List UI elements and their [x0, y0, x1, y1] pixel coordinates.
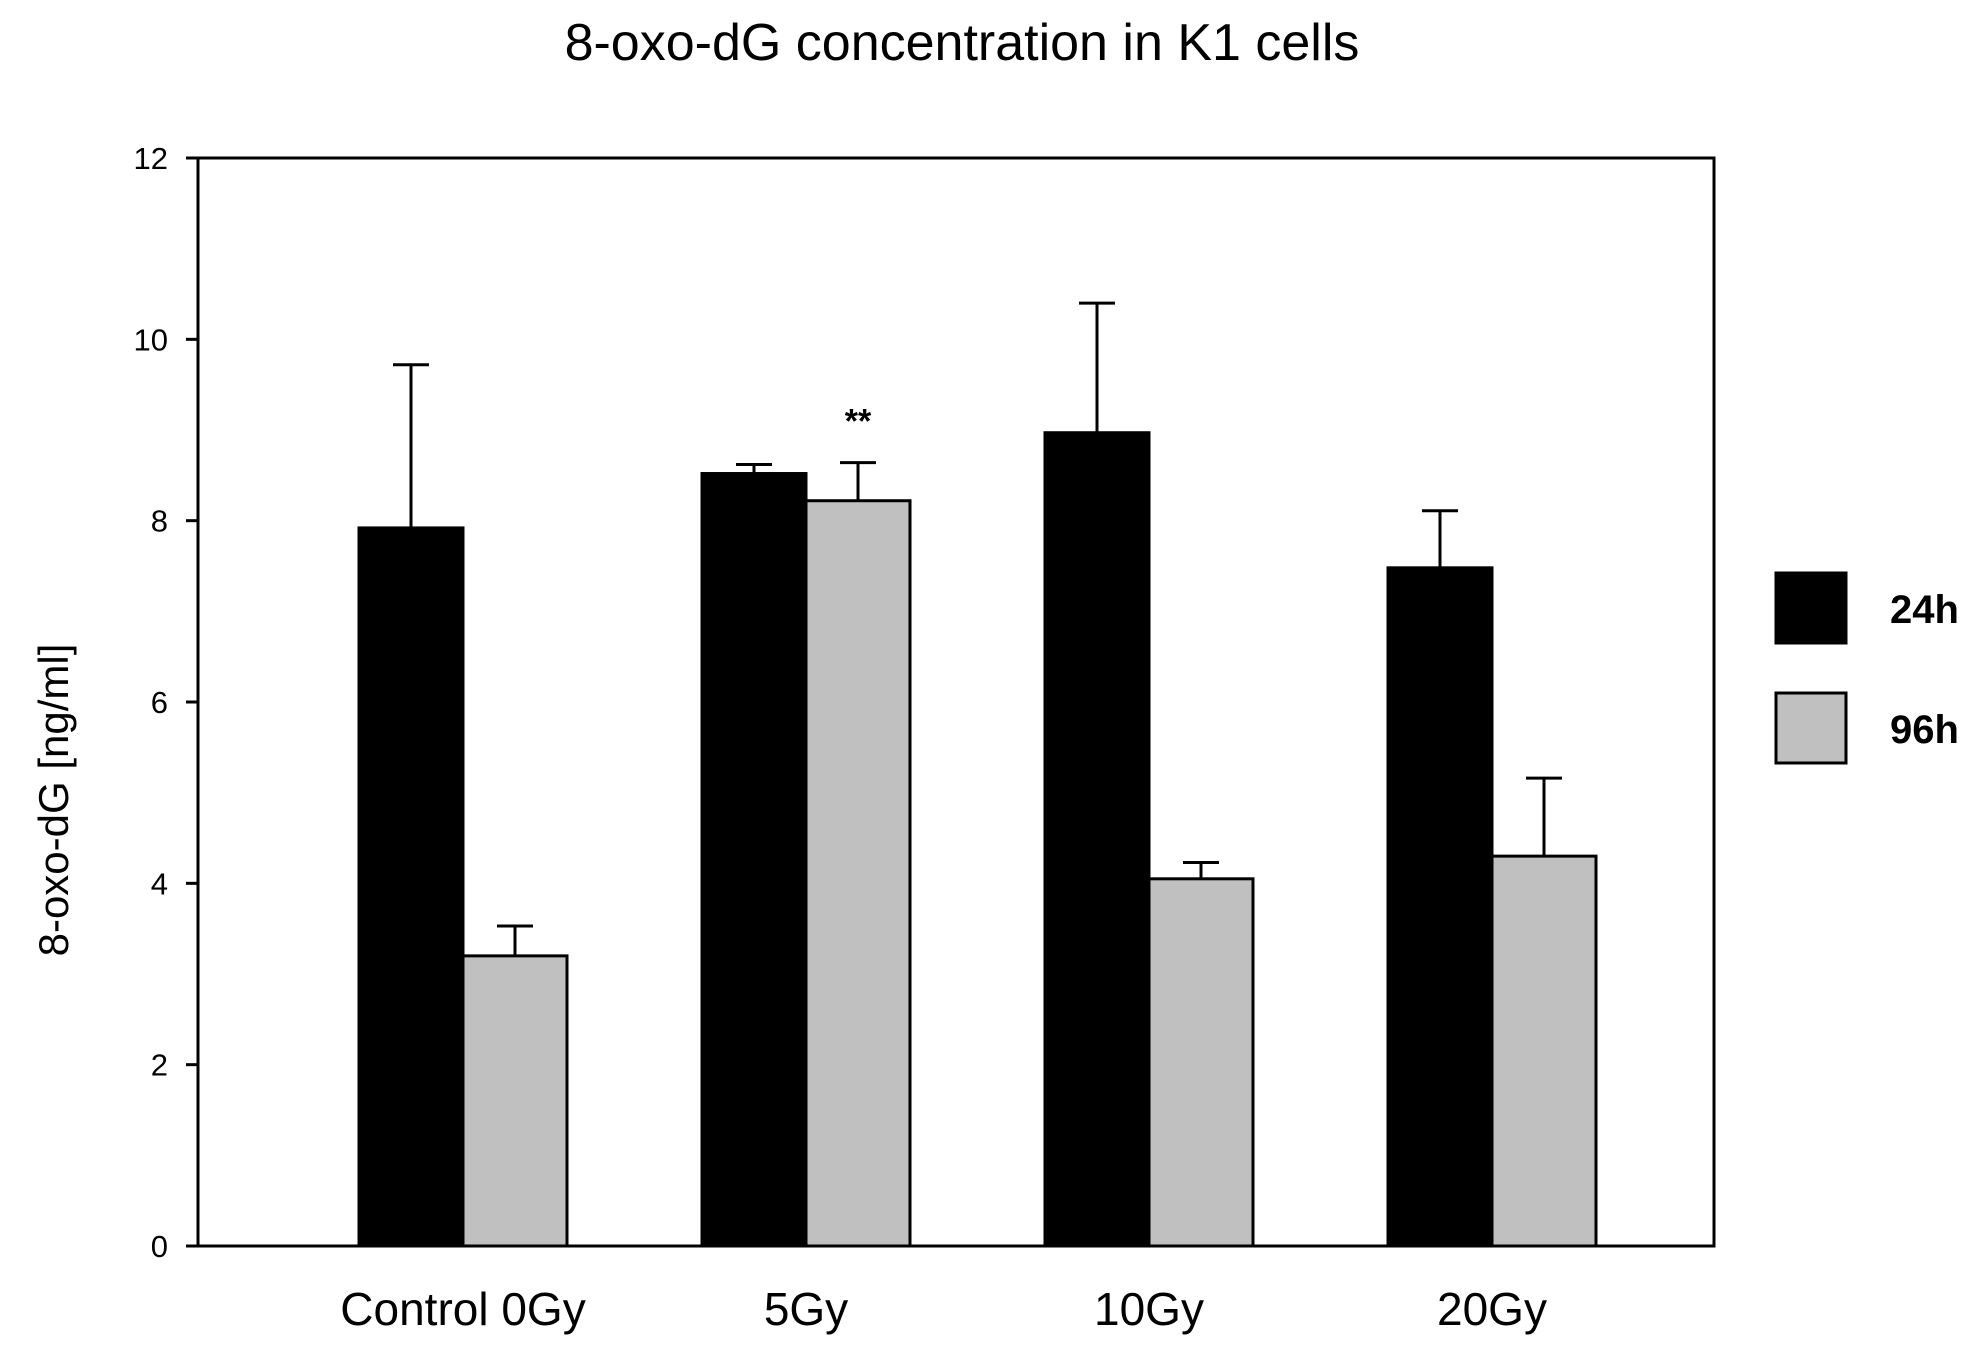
- bar-24h-0: [357, 526, 465, 1248]
- bar-96h-0: [461, 954, 569, 1248]
- y-tick-label: 6: [151, 685, 168, 720]
- bars: [357, 431, 1598, 1248]
- y-tick-label: 0: [151, 1229, 168, 1264]
- y-tick-label: 4: [151, 866, 168, 901]
- annotations: **: [845, 403, 872, 441]
- x-tick-label: 20Gy: [1437, 1283, 1547, 1335]
- error-bars: [393, 301, 1562, 956]
- legend-label: 24h: [1890, 588, 1959, 632]
- legend-label: 96h: [1890, 708, 1959, 752]
- y-tick-label: 10: [134, 322, 168, 357]
- x-tick-label: 5Gy: [764, 1283, 848, 1335]
- x-tick-label: 10Gy: [1094, 1283, 1204, 1335]
- legend-swatch-96h: [1774, 691, 1848, 765]
- y-tick-label: 8: [151, 504, 168, 539]
- significance-marker: **: [845, 403, 872, 441]
- y-tick-label: 2: [151, 1048, 168, 1083]
- bar-24h-2: [1043, 431, 1151, 1248]
- y-axis-title: 8-oxo-dG [ng/ml]: [30, 644, 77, 957]
- bar-24h-3: [1386, 566, 1494, 1248]
- y-axis: 0 2 4 6 8 10 12: [134, 141, 198, 1264]
- x-axis-labels: Control 0Gy 5Gy 10Gy 20Gy: [340, 1283, 1547, 1335]
- legend-swatch-24h: [1774, 571, 1848, 645]
- x-tick-label: Control 0Gy: [340, 1283, 585, 1335]
- bar-24h-1: [700, 472, 808, 1248]
- bar-96h-2: [1147, 877, 1255, 1248]
- bar-96h-3: [1490, 854, 1598, 1248]
- y-tick-label: 12: [134, 141, 168, 176]
- legend: 24h 96h: [1774, 571, 1959, 765]
- chart-title: 8-oxo-dG concentration in K1 cells: [565, 14, 1360, 72]
- bar-96h-1: [804, 499, 912, 1248]
